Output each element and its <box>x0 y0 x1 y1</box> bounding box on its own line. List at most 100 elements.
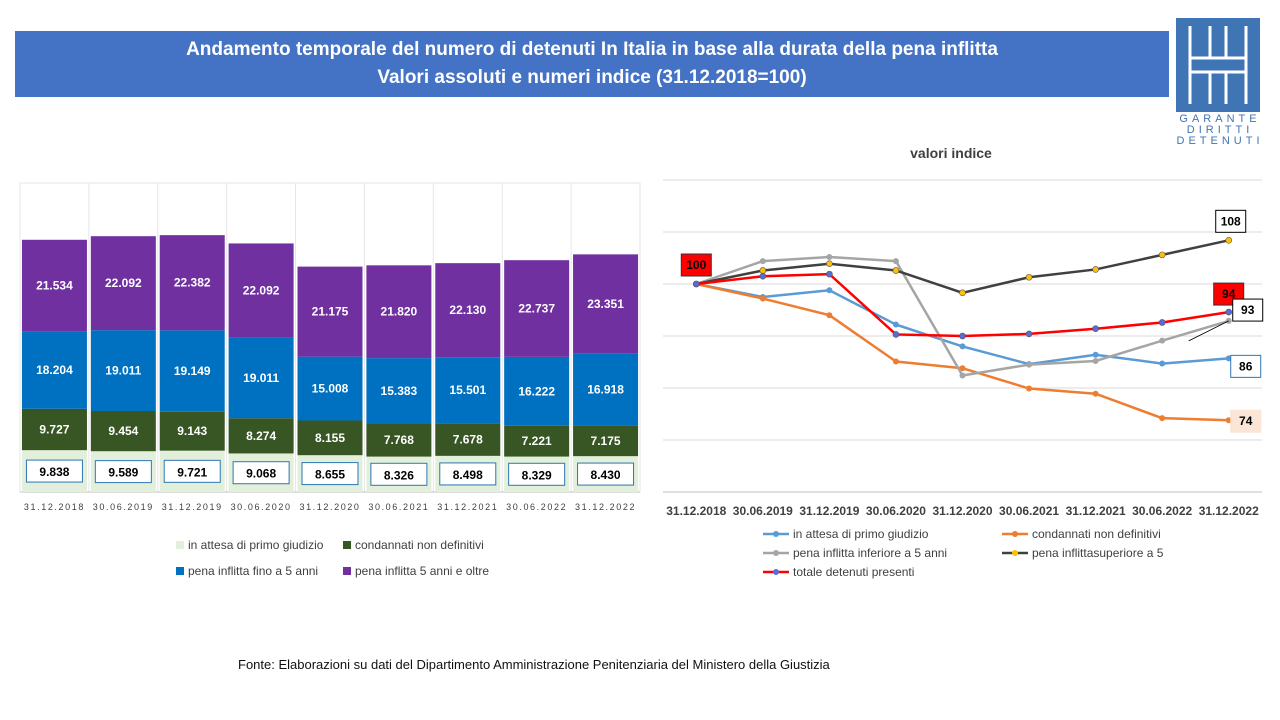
x-tick-label: 30.06.2020 <box>231 502 292 512</box>
data-point <box>826 270 833 278</box>
annotation-label: 86 <box>1239 359 1253 373</box>
bar-segment <box>573 425 639 457</box>
data-label: 8.655 <box>315 468 345 482</box>
data-label-box <box>301 462 359 486</box>
bar-segment <box>366 265 432 359</box>
data-point <box>1092 357 1099 364</box>
data-label: 22.092 <box>105 276 142 290</box>
annotation-label: 93 <box>1241 303 1255 317</box>
data-point <box>892 358 899 365</box>
data-point <box>1092 266 1099 273</box>
annotation-label: 94 <box>1222 287 1236 301</box>
data-point <box>1025 330 1033 338</box>
data-point <box>759 258 766 265</box>
x-tick-label: 30.06.2021 <box>368 502 429 512</box>
x-tick-label: 31.12.2020 <box>932 504 992 518</box>
data-point <box>1225 308 1233 316</box>
annotation-label-box <box>1230 409 1262 433</box>
data-point <box>959 372 966 379</box>
data-label: 8.430 <box>591 468 621 482</box>
bar-segment <box>228 337 294 419</box>
data-point <box>826 260 833 268</box>
bar-segment <box>297 266 363 357</box>
data-label: 16.222 <box>518 384 555 398</box>
bar-segment <box>504 356 570 426</box>
data-label-box <box>370 462 428 486</box>
data-label: 7.221 <box>522 434 552 448</box>
data-label: 21.175 <box>312 305 349 319</box>
bar-segment <box>435 423 501 456</box>
x-tick-label: 31.12.2018 <box>666 504 726 518</box>
x-tick-label: 31.12.2021 <box>437 502 498 512</box>
data-point <box>892 321 899 328</box>
x-tick-label: 30.06.2022 <box>1132 504 1192 518</box>
data-point <box>826 287 833 294</box>
data-point <box>1092 390 1099 397</box>
data-point <box>692 280 700 288</box>
data-label: 9.727 <box>39 422 69 436</box>
data-label-box <box>508 462 566 486</box>
title-line-2: Valori assoluti e numeri indice (31.12.2… <box>377 67 807 88</box>
x-tick-label: 30.06.2019 <box>733 504 793 518</box>
legend-marker <box>773 550 779 556</box>
legend-marker <box>1012 531 1018 537</box>
bar-segment <box>366 358 432 424</box>
bar-segment <box>90 411 156 452</box>
bar-segment <box>504 260 570 357</box>
bar-segment <box>297 420 363 456</box>
data-label: 8.155 <box>315 431 345 445</box>
legend-label: condannati non definitivi <box>355 538 484 552</box>
bar-segment <box>297 356 363 421</box>
data-label: 21.820 <box>381 305 418 319</box>
data-point <box>1026 361 1033 368</box>
annotation-label-box <box>1215 209 1247 233</box>
annotation-label-box <box>1230 354 1262 378</box>
annotation-label: 100 <box>686 258 706 272</box>
annotation-label: 74 <box>1239 414 1253 428</box>
bar-segment <box>90 330 156 412</box>
legend-label: condannati non definitivi <box>1032 527 1161 541</box>
x-tick-label: 31.12.2021 <box>1066 504 1126 518</box>
garante-logo-icon <box>1176 18 1260 112</box>
garante-logo: GARANTE DIRITTI DETENUTI <box>1170 16 1270 147</box>
data-point <box>959 365 966 372</box>
legend-marker <box>773 531 779 537</box>
bar-segment <box>228 418 294 454</box>
legend-swatch <box>176 541 184 549</box>
data-label: 19.011 <box>243 371 279 385</box>
data-label-box <box>163 459 221 483</box>
data-label: 19.149 <box>174 364 211 378</box>
bar-segment <box>159 235 225 331</box>
data-label: 15.501 <box>449 383 486 397</box>
data-label: 9.068 <box>246 467 276 481</box>
data-label: 16.918 <box>587 383 624 397</box>
title-banner: Andamento temporale del numero di detenu… <box>15 31 1169 97</box>
data-label-box <box>577 462 635 486</box>
data-label: 15.008 <box>312 382 349 396</box>
stacked-bar-chart: 9.838 9.727 18.204 21.534 31.12.2018 9.589 9.4… <box>19 182 641 578</box>
data-label: 9.589 <box>108 466 138 480</box>
data-label-box <box>232 461 290 485</box>
x-tick-label: 31.12.2022 <box>575 502 636 512</box>
data-label: 18.204 <box>36 363 73 377</box>
legend-swatch <box>176 567 184 575</box>
data-point <box>1159 415 1166 422</box>
data-label: 7.768 <box>384 433 414 447</box>
bar-segment <box>435 357 501 424</box>
data-label: 8.329 <box>522 468 552 482</box>
bar-segment <box>573 254 639 354</box>
x-tick-label: 30.06.2021 <box>999 504 1059 518</box>
data-point <box>1158 319 1166 326</box>
bar-segment <box>21 408 87 451</box>
bar-segment <box>573 353 639 426</box>
data-label: 9.454 <box>108 424 138 438</box>
x-tick-label: 30.06.2022 <box>506 502 567 512</box>
data-point <box>892 331 900 338</box>
data-point <box>1025 273 1033 281</box>
data-label: 9.143 <box>177 424 207 438</box>
data-label: 23.351 <box>587 297 624 311</box>
data-point <box>1225 237 1233 244</box>
logo-text-line: GARANTE <box>1179 113 1261 125</box>
legend-marker <box>1012 550 1018 556</box>
legend-swatch <box>343 541 351 549</box>
